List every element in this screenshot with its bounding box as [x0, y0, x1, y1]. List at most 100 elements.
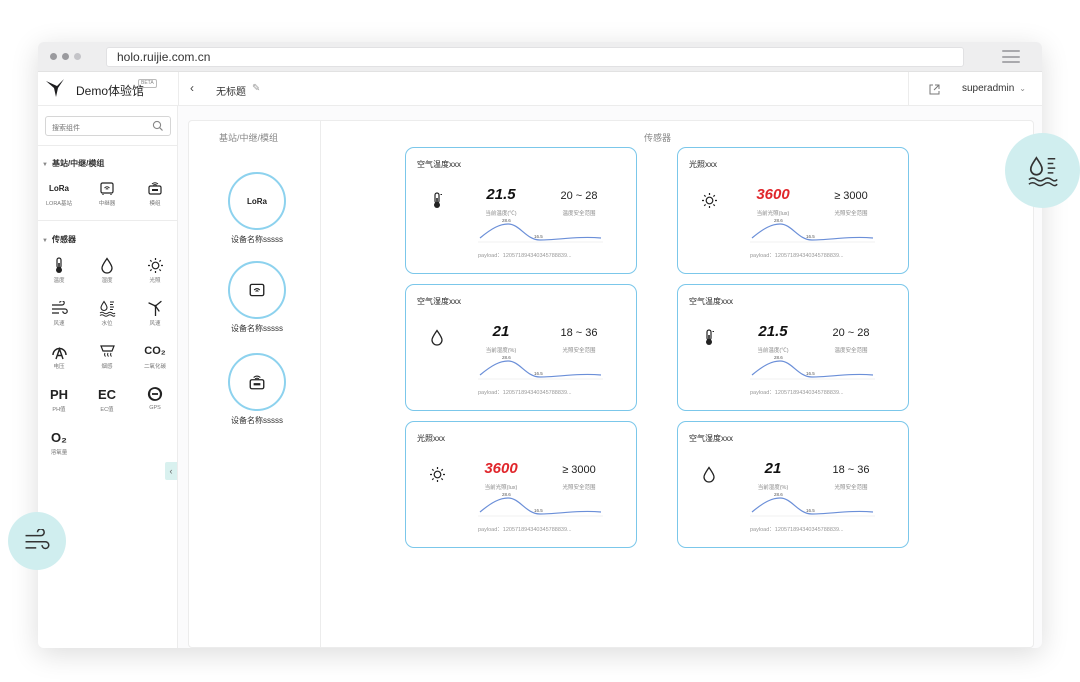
back-button[interactable]: ‹ — [190, 81, 194, 95]
payload-text: payload：120571894340345788839... — [750, 390, 844, 396]
sensor-card[interactable]: 光照xxx 3600 当前光照(lux) ≥ 3000 光照安全范围 28.6 16.5 pa… — [677, 147, 909, 274]
tool-item[interactable]: EC EC值 — [90, 385, 124, 414]
tool-label: LORA基站 — [46, 201, 72, 207]
tool-item[interactable]: 湿度 — [90, 256, 124, 284]
caret-down-icon: ▼ — [42, 162, 48, 168]
trend-sparkline: 28.6 16.5 — [478, 218, 603, 243]
tool-item[interactable]: 水位 — [90, 299, 124, 327]
payload-text: payload：120571894340345788839... — [750, 253, 844, 259]
window-close-dot[interactable] — [50, 53, 57, 60]
search-icon[interactable] — [152, 120, 164, 132]
safe-range: 18 ~ 36 — [832, 464, 870, 476]
sensor-card[interactable]: 空气湿度xxx 21 当前湿度(%) 18 ~ 36 光照安全范围 28.6 16.5 pay… — [677, 421, 909, 548]
water-level-icon — [1027, 155, 1058, 186]
device-item[interactable]: 设备名称sssss — [211, 261, 303, 334]
thermometer-icon — [698, 325, 720, 349]
trend-sparkline: 28.6 16.5 — [478, 492, 603, 517]
device-label: 设备名称sssss — [231, 235, 283, 244]
section-header-sensors[interactable]: ▼ 传感器 — [42, 234, 76, 245]
sidebar-divider — [38, 220, 178, 221]
floating-wind-bubble[interactable] — [8, 512, 66, 570]
section-header-stations[interactable]: ▼ 基站/中继/模组 — [42, 158, 104, 169]
tool-item[interactable]: PH PH值 — [42, 385, 76, 414]
low-label: 16.5 — [806, 234, 815, 239]
tool-item[interactable]: 风速 — [42, 299, 76, 327]
stations-column-title: 基站/中继/模组 — [219, 133, 279, 143]
droplet-icon — [426, 325, 448, 349]
brand-name: Demo体验馆 — [76, 84, 145, 98]
lora-icon: LoRa — [49, 183, 69, 193]
repeater-icon — [90, 179, 124, 197]
repeater-icon — [228, 261, 286, 319]
collapse-sidebar-button[interactable]: ‹ — [165, 462, 177, 480]
sidebar-divider — [38, 145, 178, 146]
document-title[interactable]: 无标题 — [216, 87, 246, 98]
tool-label: 电压 — [53, 364, 65, 370]
wind-icon — [42, 299, 76, 317]
droplet-icon — [90, 256, 124, 274]
current-value-label: 当前温度(℃) — [757, 348, 789, 354]
smoke-icon — [90, 342, 124, 360]
gps-icon — [138, 385, 172, 403]
tool-item[interactable]: O₂ 溶氧量 — [42, 428, 76, 457]
device-item[interactable]: 设备名称sssss — [211, 353, 303, 426]
user-menu[interactable]: superadmin ⌄ — [962, 83, 1026, 94]
tool-item[interactable]: 温度 — [42, 256, 76, 284]
header-divider — [908, 72, 909, 106]
address-bar[interactable]: holo.ruijie.com.cn — [106, 47, 964, 67]
sensor-card[interactable]: 光照xxx 3600 当前光照(lux) ≥ 3000 光照安全范围 28.6 16.5 pa… — [405, 421, 637, 548]
trend-line — [751, 360, 874, 378]
safe-range: ≥ 3000 — [562, 464, 596, 476]
device-label: 设备名称sssss — [231, 416, 283, 425]
sensor-card[interactable]: 空气湿度xxx 21 当前湿度(%) 18 ~ 36 光照安全范围 28.6 16.5 pay… — [405, 284, 637, 411]
tool-item[interactable]: GPS — [138, 385, 172, 411]
card-title: 空气湿度xxx — [689, 434, 733, 443]
section-title: 基站/中继/模组 — [51, 159, 105, 168]
current-value: 21 — [764, 460, 782, 477]
sun-icon — [138, 256, 172, 274]
tool-item[interactable]: 光照 — [138, 256, 172, 284]
safe-range: 20 ~ 28 — [832, 327, 870, 339]
window-minimize-dot[interactable] — [62, 53, 69, 60]
window-zoom-dot[interactable] — [74, 53, 81, 60]
browser-window: holo.ruijie.com.cn Demo体验馆 BETA ‹ 无标题 ✎ … — [38, 42, 1042, 648]
safe-range-label: 光照安全范围 — [562, 348, 596, 354]
section-title: 传感器 — [51, 235, 76, 244]
sensor-card[interactable]: 空气温度xxx 21.5 当前温度(℃) 20 ~ 28 温度安全范围 28.6 16.5 p… — [405, 147, 637, 274]
share-button[interactable] — [922, 79, 946, 99]
app-header: Demo体验馆 BETA ‹ 无标题 ✎ superadmin ⌄ — [38, 72, 1042, 106]
floating-water-level-bubble[interactable] — [1005, 133, 1080, 208]
tool-item[interactable]: CO₂ 二氧化碳 — [138, 342, 172, 370]
canvas-panel: 基站/中继/模组 LoRa 设备名称sssss 设备名称sssss 设备名称ss… — [188, 120, 1034, 648]
tool-item[interactable]: 烟感 — [90, 342, 124, 370]
browser-menu-icon[interactable] — [1002, 50, 1020, 63]
search-box[interactable] — [45, 116, 171, 138]
search-input[interactable] — [46, 119, 146, 138]
peak-label: 28.6 — [502, 218, 511, 223]
peak-label: 28.6 — [774, 492, 783, 497]
tool-item[interactable]: 中继器 — [90, 179, 124, 207]
tool-label: PH值 — [52, 407, 66, 413]
username: superadmin — [962, 83, 1015, 94]
beta-badge: BETA — [138, 79, 157, 88]
tool-label: 水位 — [101, 321, 113, 327]
tool-label: 模组 — [149, 201, 161, 207]
chevron-left-icon: ‹ — [169, 466, 173, 476]
trend-line — [479, 223, 602, 241]
current-value-label: 当前温度(℃) — [485, 211, 517, 217]
tool-label: 光照 — [149, 278, 161, 284]
card-title: 空气湿度xxx — [417, 297, 461, 306]
tool-item[interactable]: 风速 — [138, 299, 172, 327]
thermometer-icon — [426, 188, 448, 212]
sensor-card[interactable]: 空气温度xxx 21.5 当前温度(℃) 20 ~ 28 温度安全范围 28.6 16.5 p… — [677, 284, 909, 411]
tool-label: 风速 — [53, 321, 65, 327]
tool-item[interactable]: 电压 — [42, 342, 76, 370]
safe-range: 20 ~ 28 — [560, 190, 598, 202]
device-item[interactable]: LoRa 设备名称sssss — [211, 172, 303, 245]
edit-title-icon[interactable]: ✎ — [252, 83, 261, 94]
tool-item[interactable]: 模组 — [138, 179, 172, 207]
tool-label: 湿度 — [101, 278, 113, 284]
peak-label: 28.6 — [774, 355, 783, 360]
tool-label: 烟感 — [101, 364, 113, 370]
tool-item[interactable]: LoRa LORA基站 — [42, 179, 76, 208]
